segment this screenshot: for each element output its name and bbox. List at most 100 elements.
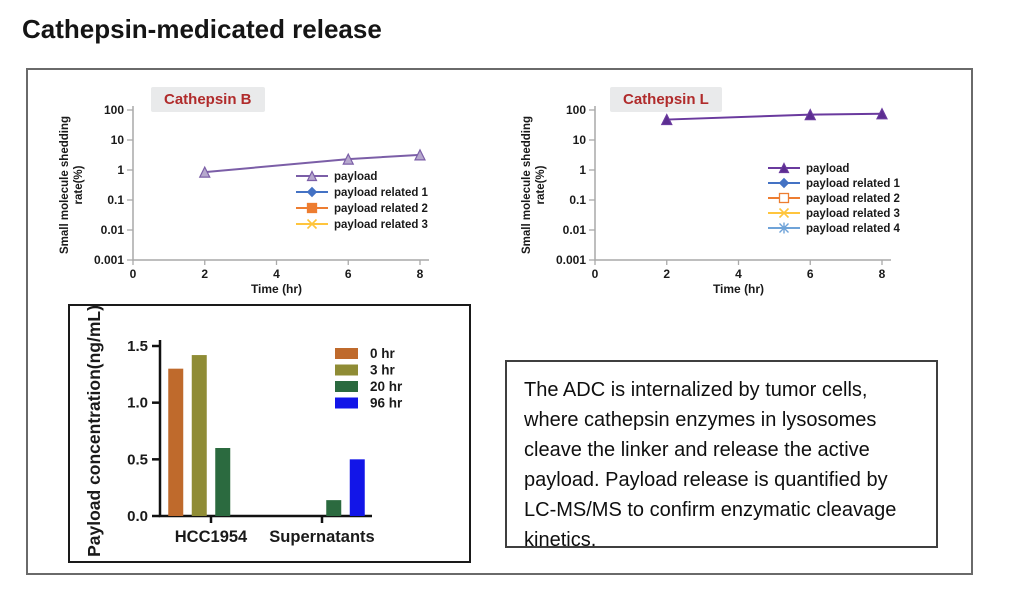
legend-item-payload-related-4: payload related 4 <box>768 222 901 235</box>
svg-text:0.1: 0.1 <box>107 193 124 207</box>
svg-text:Small molecule shedding: Small molecule shedding <box>59 116 71 254</box>
svg-text:4: 4 <box>735 267 742 281</box>
bar-20-hr-Supernatants <box>326 500 342 516</box>
payload-concentration-plot: 0.0 0.5 1.0 1.5 HCC1954 Supernatants Payload c… <box>84 305 403 557</box>
content-frame: Cathepsin B 100 10 1 0.1 0.01 0.001 0 2 4 6 8 Time … <box>26 68 973 575</box>
svg-text:0: 0 <box>130 267 137 281</box>
bar-96-hr-Supernatants <box>349 459 365 516</box>
axes <box>127 106 429 265</box>
svg-text:payload related 4: payload related 4 <box>806 223 901 235</box>
cathepsin-l-title-chip: Cathepsin L <box>610 87 722 112</box>
legend-item-payload: payload <box>768 162 849 175</box>
svg-text:100: 100 <box>104 103 124 117</box>
cathepsin-b-chart: Cathepsin B 100 10 1 0.1 0.01 0.001 0 2 4 6 8 Time … <box>56 86 506 298</box>
svg-text:0.0: 0.0 <box>127 508 148 525</box>
triangle-marker <box>660 113 673 126</box>
svg-text:1: 1 <box>117 163 124 177</box>
legend-item-payload-related-3: payload related 3 <box>768 207 900 220</box>
svg-text:rate(%): rate(%) <box>73 165 85 204</box>
svg-text:payload related 1: payload related 1 <box>806 178 901 190</box>
svg-text:3 hr: 3 hr <box>370 363 396 378</box>
svg-text:payload related 2: payload related 2 <box>806 193 900 205</box>
svg-text:rate(%): rate(%) <box>535 165 547 204</box>
svg-text:1: 1 <box>579 163 586 177</box>
legend: payload payload related 1 payload related … <box>296 170 429 231</box>
svg-text:payload related 2: payload related 2 <box>334 203 428 215</box>
svg-text:HCC1954: HCC1954 <box>175 528 248 546</box>
svg-text:4: 4 <box>273 267 280 281</box>
legend-item-payload-related-3: payload related 3 <box>296 218 428 231</box>
svg-text:0 hr: 0 hr <box>370 346 396 361</box>
svg-text:0.001: 0.001 <box>94 253 124 267</box>
svg-text:8: 8 <box>417 267 424 281</box>
legend-item-payload-related-2: payload related 2 <box>296 202 428 215</box>
legend-item-payload: payload <box>296 170 377 183</box>
asterisk-marker <box>778 222 790 234</box>
legend-item-3-hr: 3 hr <box>335 363 396 378</box>
svg-text:Payload concentration(ng/mL): Payload concentration(ng/mL) <box>84 306 104 557</box>
svg-text:payload related 3: payload related 3 <box>334 219 428 231</box>
cathepsin-l-chart: Cathepsin L 100 10 1 0.1 0.01 0.001 0 2 4 6 8 Time … <box>518 86 968 298</box>
svg-text:2: 2 <box>201 267 208 281</box>
cathepsin-b-title-chip: Cathepsin B <box>151 87 265 112</box>
svg-text:2: 2 <box>663 267 670 281</box>
legend-item-payload-related-2: payload related 2 <box>768 192 900 205</box>
svg-text:10: 10 <box>111 133 125 147</box>
description-note-box: The ADC is internalized by tumor cells, … <box>505 360 938 551</box>
legend-item-96-hr: 96 hr <box>335 396 403 411</box>
svg-text:Time (hr): Time (hr) <box>251 282 302 296</box>
axes <box>152 340 372 523</box>
legend-item-payload-related-1: payload related 1 <box>296 186 429 199</box>
series-payload <box>660 107 888 126</box>
triangle-marker <box>198 165 211 178</box>
triangle-marker <box>804 108 817 121</box>
svg-text:Time (hr): Time (hr) <box>713 282 764 296</box>
legend-item-0-hr: 0 hr <box>335 346 396 361</box>
svg-text:6: 6 <box>345 267 352 281</box>
series-payload <box>198 148 426 178</box>
legend-item-payload-related-1: payload related 1 <box>768 177 901 190</box>
svg-text:1.0: 1.0 <box>127 395 148 412</box>
svg-text:0.01: 0.01 <box>101 223 125 237</box>
svg-text:0.5: 0.5 <box>127 451 148 468</box>
bar-3-hr-HCC1954 <box>191 355 207 516</box>
svg-text:100: 100 <box>566 103 586 117</box>
x-marker <box>778 207 790 219</box>
page-title: Cathepsin-medicated release <box>22 14 382 44</box>
legend-item-20-hr: 20 hr <box>335 379 403 394</box>
diamond-marker <box>306 186 318 198</box>
triangle-marker <box>876 107 888 120</box>
svg-text:10: 10 <box>573 133 587 147</box>
svg-text:6: 6 <box>807 267 814 281</box>
svg-text:0.001: 0.001 <box>556 253 586 267</box>
triangle-marker <box>778 162 790 174</box>
svg-text:1.5: 1.5 <box>127 338 148 355</box>
svg-text:payload related 3: payload related 3 <box>806 208 900 220</box>
triangle-marker <box>342 152 355 165</box>
triangle-marker <box>306 170 318 182</box>
description-note-text: The ADC is internalized by tumor cells, … <box>524 379 897 551</box>
cathepsin-b-plot: 100 10 1 0.1 0.01 0.001 0 2 4 6 8 Time (hr) Small mo… <box>59 103 429 296</box>
svg-text:0: 0 <box>592 267 599 281</box>
square-marker <box>778 192 790 204</box>
cathepsin-l-plot: 100 10 1 0.1 0.01 0.001 0 2 4 6 8 Time (hr) Small mo… <box>521 103 901 296</box>
legend: payload payload related 1 payload related … <box>768 162 901 235</box>
triangle-marker <box>414 148 426 161</box>
svg-text:0.01: 0.01 <box>563 223 587 237</box>
svg-text:96 hr: 96 hr <box>370 396 403 411</box>
bars <box>168 355 365 516</box>
svg-text:8: 8 <box>879 267 886 281</box>
svg-text:0.1: 0.1 <box>569 193 586 207</box>
x-marker <box>306 218 318 230</box>
bar-0-hr-HCC1954 <box>168 368 184 516</box>
bar-20-hr-HCC1954 <box>215 448 231 516</box>
axes <box>589 106 891 265</box>
svg-text:payload related 1: payload related 1 <box>334 187 429 199</box>
square-marker <box>306 202 318 214</box>
svg-text:payload: payload <box>806 163 849 175</box>
diamond-marker <box>778 177 790 189</box>
payload-concentration-chart-box: 0.0 0.5 1.0 1.5 HCC1954 Supernatants Payload c… <box>68 304 471 563</box>
svg-text:20 hr: 20 hr <box>370 379 403 394</box>
svg-text:payload: payload <box>334 171 377 183</box>
